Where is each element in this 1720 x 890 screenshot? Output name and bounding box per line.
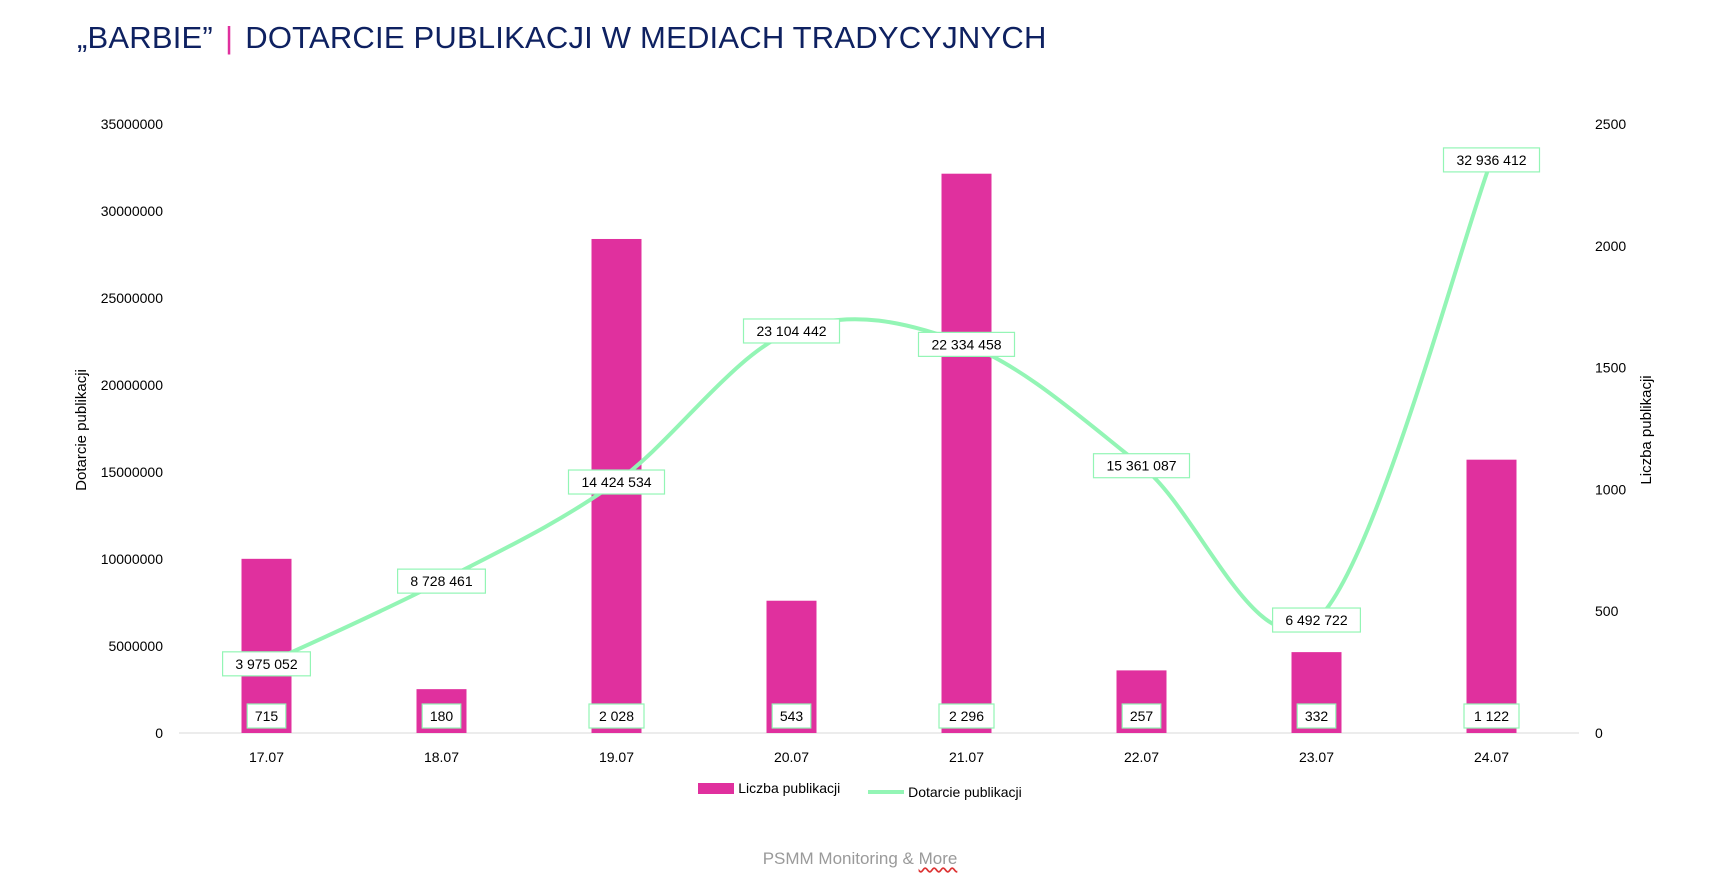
x-tick-label: 24.07 (1474, 749, 1509, 765)
legend-item-bars: Liczba publikacji (698, 780, 840, 796)
y-left-tick-label: 25000000 (101, 290, 164, 306)
bar-data-label: 1 122 (1474, 708, 1509, 724)
bar-data-label-box (1121, 703, 1162, 729)
legend-swatch-bars (698, 782, 735, 794)
footer-text: PSMM Monitoring & (762, 849, 919, 868)
line-data-label: 6 492 722 (1285, 612, 1347, 628)
bar-data-label: 2 296 (949, 708, 984, 724)
y-right-tick-label: 0 (1595, 725, 1603, 741)
bar-data-label: 180 (430, 708, 454, 724)
bar-data-label: 332 (1305, 708, 1329, 724)
line-data-label-box (567, 469, 666, 495)
line-data-label: 3 975 052 (235, 656, 297, 672)
bar-data-label-box (1296, 703, 1337, 729)
chart-legend: Liczba publikacji Dotarcie publikacji (0, 780, 1720, 800)
y-right-tick-label: 500 (1595, 603, 1619, 619)
y-right-tick-label: 1500 (1595, 360, 1626, 376)
x-tick-label: 20.07 (774, 749, 809, 765)
bar-data-label-box (421, 703, 462, 729)
line-data-label-box (1271, 607, 1361, 633)
bar-data-label-box (938, 703, 995, 729)
page-title: „BARBIE” | DOTARCIE PUBLIKACJI W MEDIACH T… (77, 20, 1047, 56)
title-quote: „BARBIE” (77, 20, 213, 55)
title-separator: | (224, 20, 234, 55)
x-tick-label: 19.07 (599, 749, 634, 765)
y-right-tick-label: 2500 (1595, 116, 1626, 132)
x-tick-label: 17.07 (249, 749, 284, 765)
line-data-label: 15 361 087 (1106, 458, 1176, 474)
y-left-tick-label: 10000000 (101, 551, 164, 567)
y-left-tick-label: 35000000 (101, 116, 164, 132)
title-main: DOTARCIE PUBLIKACJI W MEDIACH TRADYCYJNY… (245, 20, 1047, 55)
y-left-tick-label: 30000000 (101, 203, 164, 219)
footer-brand: PSMM Monitoring & More (0, 849, 1720, 869)
bar-data-label: 543 (780, 708, 804, 724)
x-tick-label: 21.07 (949, 749, 984, 765)
line-data-label-box (1442, 147, 1541, 173)
x-tick-label: 18.07 (424, 749, 459, 765)
legend-item-line: Dotarcie publikacji (868, 784, 1022, 800)
footer-more: More (918, 849, 958, 868)
line-data-label: 8 728 461 (410, 573, 472, 589)
line-data-label: 23 104 442 (756, 323, 826, 339)
bar-data-label: 2 028 (599, 708, 634, 724)
line-data-label-box (1092, 453, 1191, 479)
bar-data-label-box (588, 703, 645, 729)
y-right-axis-title: Liczba publikacji (1638, 375, 1655, 484)
y-left-tick-label: 0 (155, 725, 163, 741)
bar-data-label-box (771, 703, 812, 729)
bar-data-label-box (246, 703, 287, 729)
x-tick-label: 22.07 (1124, 749, 1159, 765)
bar (1466, 459, 1517, 733)
line-data-label-box (397, 568, 487, 594)
bar (941, 173, 992, 733)
x-tick-label: 23.07 (1299, 749, 1334, 765)
bar-data-label-box (1463, 703, 1520, 729)
y-left-axis-title: Dotarcie publikacji (73, 369, 90, 491)
line-data-label: 22 334 458 (931, 336, 1001, 352)
line-data-label-box (917, 331, 1016, 357)
bar-data-label: 257 (1130, 708, 1154, 724)
line-data-label-box (742, 318, 841, 344)
y-right-tick-label: 1000 (1595, 481, 1626, 497)
legend-label-line: Dotarcie publikacji (908, 783, 1022, 800)
line-data-label: 14 424 534 (581, 474, 651, 490)
legend-label-bars: Liczba publikacji (738, 780, 841, 796)
y-left-tick-label: 5000000 (108, 638, 163, 654)
y-left-tick-label: 20000000 (101, 377, 164, 393)
y-left-tick-label: 15000000 (101, 464, 164, 480)
bar-data-label: 715 (255, 708, 279, 724)
legend-swatch-line (868, 789, 905, 794)
line-data-label-box (222, 651, 312, 677)
line-data-label: 32 936 412 (1456, 152, 1526, 168)
y-right-tick-label: 2000 (1595, 238, 1626, 254)
